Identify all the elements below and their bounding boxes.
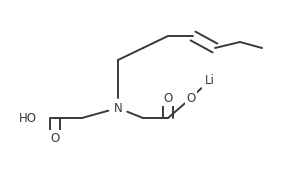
Text: O: O bbox=[186, 92, 196, 105]
Text: HO: HO bbox=[19, 112, 37, 125]
Text: O: O bbox=[164, 92, 172, 105]
Text: N: N bbox=[114, 102, 122, 115]
Text: Li: Li bbox=[205, 73, 215, 87]
Text: O: O bbox=[50, 132, 60, 144]
